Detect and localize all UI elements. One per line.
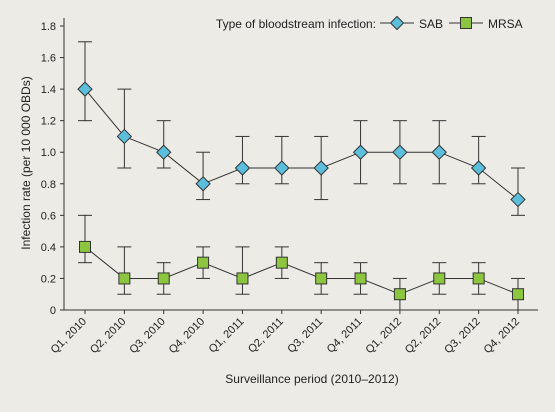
- x-tick-label: Q3, 2010: [127, 316, 167, 356]
- sab-marker: [234, 160, 251, 176]
- x-tick-label: Q2, 2012: [403, 316, 443, 356]
- sab-series-line: [84, 88, 519, 200]
- sab-marker: [470, 160, 487, 176]
- mrsa-marker: [393, 288, 406, 301]
- x-tick-label: Q3, 2011: [285, 316, 325, 356]
- x-tick-label: Q4, 2012: [482, 316, 522, 356]
- mrsa-marker: [236, 272, 249, 285]
- x-tick-label: Q4, 2011: [325, 316, 365, 356]
- sab-marker: [116, 128, 133, 145]
- y-tick-label: 0.4: [41, 242, 56, 254]
- sab-marker: [156, 144, 172, 160]
- x-tick-label: Q4, 2010: [167, 316, 207, 356]
- x-tick-label: Q2, 2010: [88, 316, 128, 356]
- legend-marker-sab: [389, 15, 405, 31]
- x-tick-label: Q1, 2011: [207, 316, 247, 356]
- y-tick-label: 1.0: [41, 147, 56, 159]
- legend-title: Type of bloodstream infection:: [216, 17, 376, 31]
- y-tick-label: 1.6: [41, 53, 56, 65]
- chart-markers: [77, 81, 526, 301]
- chart-series-lines: [84, 88, 519, 295]
- x-axis-title: Surveillance period (2010–2012): [225, 372, 398, 386]
- mrsa-marker: [157, 272, 170, 285]
- sab-marker: [352, 144, 369, 160]
- mrsa-marker: [472, 272, 485, 285]
- sab-marker: [77, 81, 93, 97]
- mrsa-marker: [512, 288, 524, 301]
- mrsa-marker: [354, 272, 367, 285]
- y-tick-label: 1.4: [41, 84, 56, 96]
- sab-marker: [313, 160, 329, 176]
- mrsa-marker: [433, 272, 446, 285]
- chart-axes: 00.20.40.60.81.01.21.41.61.8Q1, 2010Q2, …: [41, 18, 538, 356]
- mrsa-marker: [79, 240, 91, 253]
- legend-label-sab: SAB: [419, 17, 443, 31]
- x-tick-label: Q3, 2012: [442, 316, 482, 356]
- legend-label-mrsa: MRSA: [488, 17, 523, 31]
- mrsa-marker: [118, 272, 131, 285]
- y-tick-label: 1.8: [41, 21, 56, 33]
- mrsa-series-line: [84, 246, 519, 295]
- mrsa-marker: [197, 256, 210, 269]
- sab-marker: [392, 144, 408, 160]
- y-tick-label: 0.2: [41, 273, 56, 285]
- sab-marker: [431, 144, 447, 160]
- x-tick-label: Q1, 2012: [364, 316, 404, 356]
- sab-marker: [510, 191, 526, 208]
- y-tick-label: 0.6: [41, 210, 56, 222]
- y-axis-title: Infection rate (per 10 000 OBDs): [19, 76, 33, 249]
- chart-error-bars: [78, 41, 525, 311]
- x-tick-label: Q2, 2011: [246, 316, 286, 356]
- y-tick-label: 0.8: [41, 179, 56, 191]
- mrsa-marker: [275, 256, 288, 269]
- y-tick-label: 0: [50, 305, 56, 317]
- sab-marker: [195, 176, 211, 192]
- x-tick-label: Q1, 2010: [49, 316, 89, 356]
- mrsa-marker: [315, 272, 328, 285]
- legend-marker-mrsa: [460, 17, 472, 29]
- chart-legend: Type of bloodstream infection: SAB MRSA: [216, 15, 523, 31]
- sab-marker: [274, 160, 290, 176]
- y-tick-label: 1.2: [41, 116, 56, 128]
